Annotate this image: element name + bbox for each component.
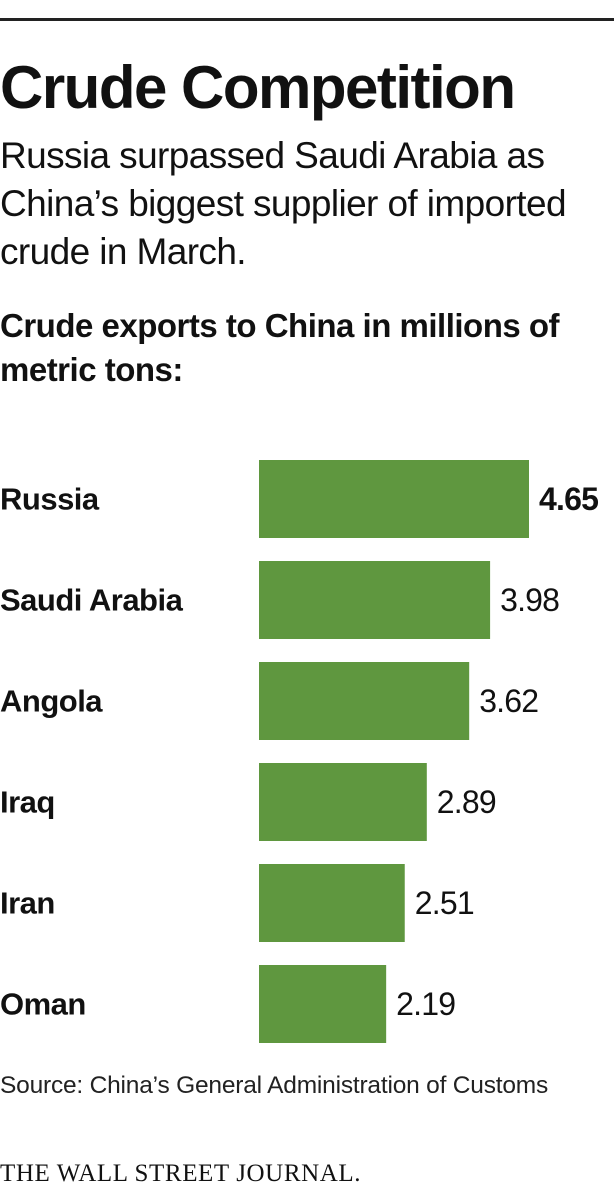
category-label-angola: Angola	[0, 684, 103, 719]
chart-title: Crude Competition	[0, 54, 516, 121]
chart-marks: Russia 4.65 Saudi Arabia 3.98 Angola 3.62 Iraq…	[0, 460, 599, 1043]
publisher-credit: THE WALL STREET JOURNAL.	[0, 1160, 362, 1187]
value-label-oman: 2.19	[396, 986, 455, 1022]
value-label-russia: 4.65	[539, 481, 598, 517]
source-note: Source: China’s General Administration o…	[0, 1072, 549, 1099]
value-label-angola: 3.62	[479, 683, 538, 719]
bar-russia	[259, 460, 529, 538]
chart-heading: Crude exports to China in millions of me…	[0, 307, 560, 388]
category-label-russia: Russia	[0, 482, 100, 517]
value-label-iran: 2.51	[415, 885, 474, 921]
category-label-iran: Iran	[0, 886, 55, 921]
bar-saudi-arabia	[259, 561, 491, 639]
bar-iran	[259, 864, 405, 942]
category-label-oman: Oman	[0, 987, 86, 1022]
bar-oman	[259, 965, 387, 1043]
category-label-saudi-arabia: Saudi Arabia	[0, 583, 184, 618]
top-rule	[0, 18, 614, 21]
value-label-saudi-arabia: 3.98	[500, 582, 559, 618]
bar-chart: Russia 4.65 Saudi Arabia 3.98 Angola 3.62 Iraq…	[0, 460, 599, 1043]
chart-subtitle: Russia surpassed Saudi Arabia as China’s…	[0, 135, 567, 272]
bar-angola	[259, 662, 470, 740]
value-label-iraq: 2.89	[437, 784, 496, 820]
category-label-iraq: Iraq	[0, 785, 55, 820]
bar-iraq	[259, 763, 427, 841]
